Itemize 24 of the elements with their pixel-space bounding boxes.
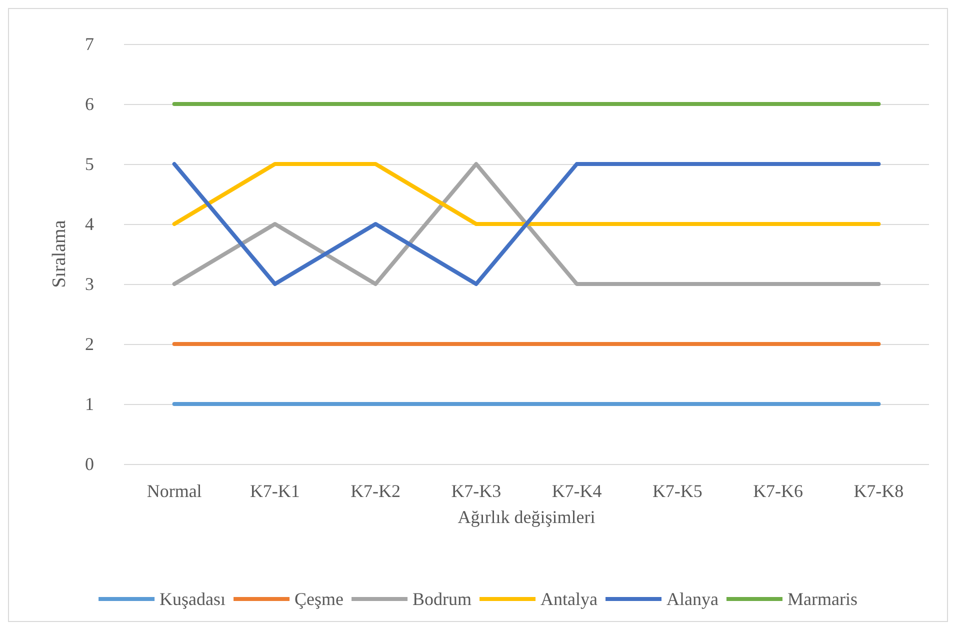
- x-tick-label: K7-K1: [250, 481, 300, 501]
- x-tick-label: K7-K8: [854, 481, 904, 501]
- legend-label: Marmaris: [787, 589, 858, 609]
- x-axis-title: Ağırlık değişimleri: [458, 507, 596, 527]
- legend-label: Alanya: [666, 589, 718, 609]
- x-tick-label: K7-K2: [350, 481, 401, 501]
- y-axis-title: Sıralama: [49, 220, 70, 288]
- y-tick-label: 4: [85, 214, 94, 234]
- legend-label: Kuşadası: [160, 589, 226, 609]
- legend-label: Bodrum: [412, 589, 472, 609]
- legend-label: Çeşme: [294, 589, 344, 609]
- x-tick-label: Normal: [146, 481, 202, 501]
- legend-label: Antalya: [540, 589, 598, 609]
- y-tick-label: 7: [85, 34, 94, 54]
- y-tick-label: 5: [85, 154, 94, 174]
- x-tick-label: K7-K5: [652, 481, 702, 501]
- y-tick-label: 2: [85, 334, 94, 354]
- y-tick-label: 6: [85, 94, 94, 114]
- x-tick-label: K7-K3: [451, 481, 502, 501]
- x-tick-label: K7-K4: [552, 481, 602, 501]
- x-tick-label: K7-K6: [753, 481, 804, 501]
- y-tick-label: 1: [85, 394, 94, 414]
- y-tick-label: 3: [85, 274, 94, 294]
- y-tick-label: 0: [85, 454, 94, 474]
